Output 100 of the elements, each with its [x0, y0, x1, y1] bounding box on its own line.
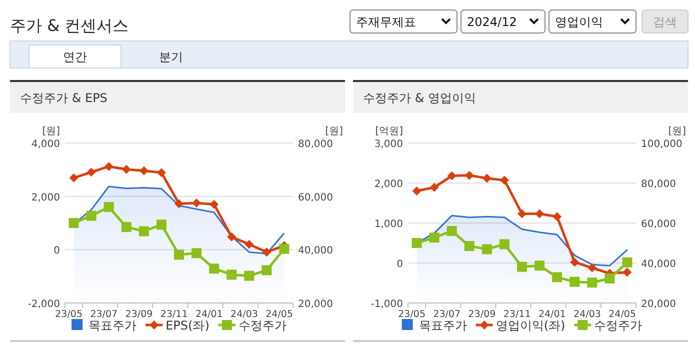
chart-title: 수정주가 & EPS: [20, 91, 108, 105]
point: [464, 241, 474, 251]
point: [192, 248, 202, 258]
x-tick-label: 23/05: [55, 309, 83, 320]
point: [279, 244, 290, 254]
point: [122, 164, 131, 174]
x-tick-label: 24/05: [608, 309, 636, 320]
y2-tick-label: 60,000: [641, 219, 676, 230]
y-tick-label: 2,000: [374, 179, 403, 190]
y-axis-title: [억원]: [375, 126, 404, 137]
point: [552, 212, 562, 222]
y2-tick-label: 20,000: [641, 299, 676, 310]
point: [69, 173, 78, 182]
x-tick-label: 24/01: [538, 309, 566, 320]
point: [446, 226, 457, 236]
point: [604, 273, 615, 284]
point: [121, 222, 132, 232]
y-tick-label: 1,000: [374, 219, 403, 230]
point: [86, 168, 96, 177]
y-axis-title: [원]: [42, 126, 60, 137]
y2-tick-label: 100,000: [641, 139, 682, 150]
x-tick-label: 23/05: [398, 309, 426, 320]
point: [535, 209, 544, 218]
point: [500, 176, 509, 185]
point: [262, 265, 272, 276]
point: [587, 278, 598, 288]
point: [429, 232, 440, 243]
chart-title: 수정주가 & 영업이익: [363, 91, 476, 105]
y-tick-label: 0: [396, 259, 403, 270]
x-tick-label: 24/01: [195, 309, 223, 320]
point: [104, 202, 114, 212]
text: 주재무제표: [356, 15, 416, 29]
point: [534, 260, 545, 271]
point: [192, 198, 202, 208]
point: [499, 239, 510, 250]
legend-label: EPS(좌): [166, 318, 210, 332]
point: [570, 258, 580, 267]
text: 영업이익: [555, 15, 603, 29]
x-tick-label: 24/05: [266, 309, 293, 320]
point: [68, 218, 79, 228]
point: [552, 272, 562, 282]
legend-label: 영업이익(좌): [496, 318, 566, 332]
point: [482, 174, 492, 183]
point: [447, 171, 456, 180]
text: 2024/12: [467, 15, 517, 29]
y2-axis-title: [원]: [668, 126, 686, 137]
y-tick-label: 3,000: [374, 139, 403, 150]
text: 분기: [159, 50, 183, 64]
point: [482, 244, 492, 254]
legend-label: 목표주가: [88, 318, 137, 332]
text: 주가 & 컨센서스: [10, 16, 129, 35]
y-tick-label: 0: [54, 246, 60, 257]
point: [139, 166, 148, 176]
y2-tick-label: 40,000: [298, 246, 333, 257]
y2-tick-label: 60,000: [298, 192, 333, 204]
y2-tick-label: 80,000: [641, 179, 676, 190]
y-tick-label: -1,000: [370, 299, 403, 310]
point: [156, 168, 166, 178]
point: [226, 270, 237, 280]
point: [156, 220, 166, 230]
x-tick-label: 24/03: [574, 309, 601, 320]
legend-label: 수정주가: [238, 318, 286, 332]
point: [104, 162, 114, 171]
point: [244, 270, 254, 281]
y2-tick-label: 40,000: [641, 259, 676, 270]
point: [622, 268, 632, 277]
y2-axis-title: [원]: [325, 126, 344, 137]
point: [622, 257, 632, 268]
point: [464, 170, 474, 180]
y-tick-label: -2,000: [28, 299, 60, 310]
point: [244, 240, 254, 249]
point: [588, 263, 597, 272]
point: [430, 182, 439, 192]
point: [210, 200, 219, 209]
x-tick-label: 23/09: [468, 309, 496, 320]
text: 연간: [63, 50, 87, 64]
y2-tick-label: 20,000: [298, 299, 333, 310]
x-tick-label: 23/09: [125, 309, 153, 320]
legend-label: 수정주가: [594, 318, 642, 332]
point: [227, 232, 236, 242]
point: [262, 248, 272, 257]
y2-tick-label: 80,000: [298, 139, 333, 150]
point: [174, 250, 184, 260]
point: [517, 262, 527, 272]
x-tick-label: 23/11: [160, 309, 188, 320]
x-tick-label: 23/11: [503, 309, 531, 320]
y-tick-label: 2,000: [31, 192, 60, 204]
x-tick-label: 24/03: [230, 309, 258, 320]
point: [570, 276, 580, 287]
point: [412, 186, 422, 196]
point: [518, 209, 526, 218]
x-tick-label: 23/07: [90, 309, 118, 320]
point: [174, 199, 184, 208]
y-tick-label: 4,000: [31, 139, 60, 150]
point: [209, 264, 220, 274]
point: [412, 238, 422, 248]
point: [138, 226, 149, 236]
text: 검색: [653, 15, 677, 29]
legend-label: 목표주가: [418, 318, 467, 332]
x-tick-label: 23/07: [433, 309, 461, 320]
